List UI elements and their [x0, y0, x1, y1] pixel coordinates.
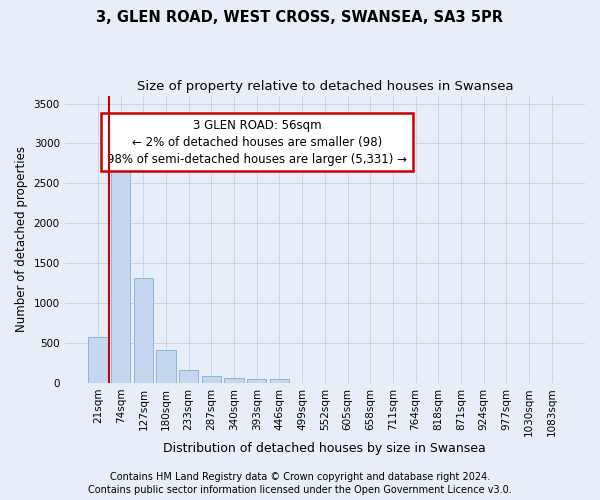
Text: 3, GLEN ROAD, WEST CROSS, SWANSEA, SA3 5PR: 3, GLEN ROAD, WEST CROSS, SWANSEA, SA3 5…: [97, 10, 503, 25]
Bar: [157, 350, 176, 383]
Bar: [134, 278, 153, 383]
Bar: [202, 376, 221, 383]
Bar: [224, 378, 244, 383]
X-axis label: Distribution of detached houses by size in Swansea: Distribution of detached houses by size …: [163, 442, 486, 455]
Bar: [111, 152, 130, 383]
Bar: [247, 378, 266, 383]
Bar: [179, 370, 199, 383]
Text: 3 GLEN ROAD: 56sqm
← 2% of detached houses are smaller (98)
98% of semi-detached: 3 GLEN ROAD: 56sqm ← 2% of detached hous…: [107, 118, 407, 166]
Bar: [270, 379, 289, 383]
Title: Size of property relative to detached houses in Swansea: Size of property relative to detached ho…: [137, 80, 513, 93]
Bar: [88, 338, 107, 383]
Text: Contains HM Land Registry data © Crown copyright and database right 2024.
Contai: Contains HM Land Registry data © Crown c…: [88, 472, 512, 495]
Y-axis label: Number of detached properties: Number of detached properties: [15, 146, 28, 332]
